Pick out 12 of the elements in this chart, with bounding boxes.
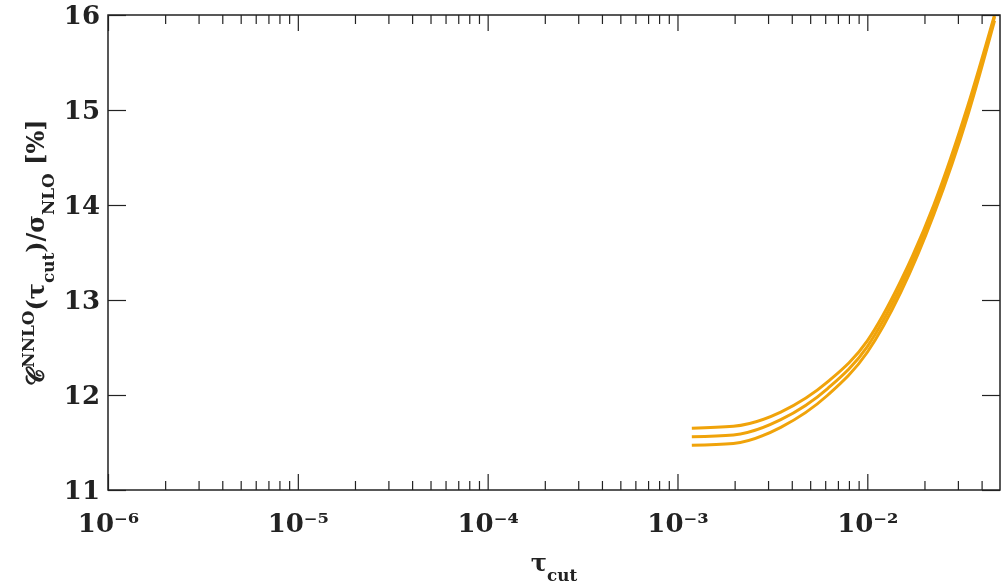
x-tick-label: 10⁻⁵ — [267, 508, 329, 539]
y-tick-label: 16 — [63, 0, 100, 30]
y-tick-label: 12 — [63, 379, 100, 410]
y-tick-label: 14 — [63, 189, 100, 220]
x-tick-label: 10⁻² — [837, 508, 899, 539]
y-tick-label: 15 — [63, 94, 100, 125]
x-tick-label: 10⁻⁴ — [457, 508, 519, 539]
x-tick-label: 10⁻³ — [647, 508, 709, 539]
x-axis-title: τ$_{cut}$ — [530, 548, 578, 585]
y-tick-label: 11 — [63, 474, 100, 505]
x-tick-label: 10⁻⁶ — [77, 508, 140, 539]
y-tick-label: 13 — [63, 284, 100, 315]
